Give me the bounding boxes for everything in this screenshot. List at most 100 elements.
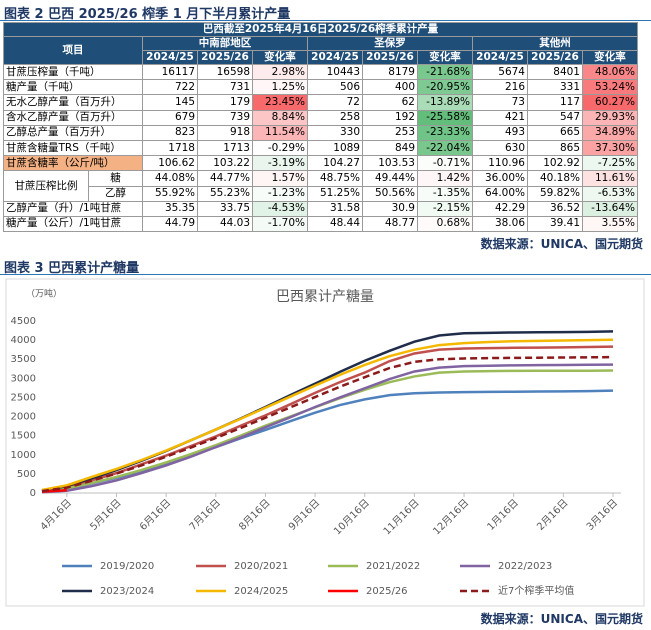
table-cell: 630 <box>472 139 528 157</box>
table-cell: 35.35 <box>142 200 198 217</box>
x-tick-label: 2月16日 <box>534 497 570 533</box>
table-cell: 11.54% <box>252 124 308 141</box>
y-tick-label: 1000 <box>11 450 36 461</box>
y-tick-label: 4000 <box>11 335 36 346</box>
y-tick-label: 1500 <box>11 431 36 442</box>
y-tick-label: 0 <box>30 488 36 499</box>
table-cell: 含水乙醇产量（百万升） <box>3 109 143 126</box>
table-cell: 73 <box>472 94 528 111</box>
table-cell: 44.79 <box>142 215 198 233</box>
source: 数据来源：UNICA、国元期货 <box>480 237 643 251</box>
y-tick-label: 2500 <box>11 392 36 403</box>
table-cell: 0.68% <box>417 215 473 233</box>
table-cell: 39.41 <box>527 215 583 233</box>
table-cell: -22.04% <box>417 139 473 157</box>
table-row: 甘蔗含糖量TRS（千吨） 1718 1713 -0.29% 1089 849 -22.04%… <box>3 139 638 157</box>
table-cell: 51.25% <box>307 185 363 202</box>
table-cell: 48.44 <box>307 215 363 233</box>
table-cell: 29.93% <box>582 109 638 126</box>
table-cell: 11.61% <box>582 170 638 187</box>
x-tick-label: 9月16日 <box>286 497 322 533</box>
series-line <box>41 355 614 493</box>
table-cell: 44.03 <box>197 215 253 233</box>
y-tick-label: 500 <box>17 469 36 480</box>
table-cell: -7.25% <box>582 155 638 172</box>
data-table: 巴西截至2025年4月16日2025/26榨季累计产量 项目 中南部地区 圣保罗 其他州… <box>3 22 638 233</box>
table-cell: 乙醇总产量（百万升） <box>3 124 143 141</box>
table-cell: 44.77% <box>197 170 253 187</box>
table-cell: 103.22 <box>197 155 253 172</box>
table-cell: 2.98% <box>252 63 308 81</box>
y-tick-label: 3000 <box>11 373 36 384</box>
table-cell: 2025/26 <box>197 50 253 65</box>
table-cell: 48.77 <box>362 215 418 233</box>
table-cell: 3.55% <box>582 215 638 233</box>
table-cell: 甘蔗压榨比例 <box>3 170 89 202</box>
table-row: 糖产量（公斤）/1吨甘蔗 44.79 44.03 -1.70% 48.44 48.77 0.… <box>3 215 638 233</box>
table-cell: 2024/25 <box>472 50 528 65</box>
legend-label: 2024/2025 <box>234 586 288 597</box>
table-cell: -1.70% <box>252 215 308 233</box>
table-cell: 中南部地区 <box>142 36 308 51</box>
table-cell: 44.08% <box>142 170 198 187</box>
table-cell: 变化率 <box>252 50 308 65</box>
table-cell: 31.58 <box>307 200 363 217</box>
legend-label: 2022/2023 <box>498 561 552 572</box>
table-cell: 2024/25 <box>307 50 363 65</box>
table-cell: 8179 <box>362 63 418 81</box>
x-tick-label: 5月16日 <box>88 497 124 533</box>
table-cell: 其他州 <box>472 36 638 51</box>
table-cell: 乙醇产量（升）/1吨甘蔗 <box>3 200 143 217</box>
table-cell: 55.23% <box>197 185 253 202</box>
x-tick-label: 12月16日 <box>431 497 472 538</box>
table-row: 无水乙醇产量（百万升） 145 179 23.45% 72 62 -13.89% 73 117 6… <box>3 94 638 111</box>
table-row: 乙醇 55.92% 55.23% -1.23% 51.25% 50.56% -1.35% 64… <box>4 185 638 202</box>
rule <box>0 20 651 21</box>
chart-frame <box>5 278 645 607</box>
table-row: 甘蔗压榨比例糖 44.08% 44.77% 1.57% 48.75% 49.44% 1.42… <box>3 170 638 202</box>
table-cell: 糖产量（公斤）/1吨甘蔗 <box>3 215 143 233</box>
table-cell: 50.56% <box>362 185 418 202</box>
table-cell: -0.71% <box>417 155 473 172</box>
table-row: 甘蔗压榨量（千吨） 16117 16598 2.98% 10443 8179 -21.68%… <box>3 63 638 81</box>
table-cell: 1.42% <box>417 170 473 187</box>
table-cell: -25.58% <box>417 109 473 126</box>
table-cell: -6.53% <box>582 185 638 202</box>
x-tick-label: 10月16日 <box>331 497 372 538</box>
table-cell: 253 <box>362 124 418 141</box>
chart-title: 巴西累计产糖量 <box>276 289 374 305</box>
table-row: 乙醇产量（升）/1吨甘蔗 35.35 33.75 -4.53% 31.58 30.9 -2.… <box>3 200 638 217</box>
x-tick-label: 4月16日 <box>38 497 74 533</box>
table-cell: 64.00% <box>472 185 528 202</box>
table-cell: -0.29% <box>252 139 308 157</box>
table-cell: 1713 <box>197 139 253 157</box>
figure-title: 图表 3 巴西累计产糖量 <box>4 261 140 276</box>
table-cell: 48.75% <box>307 170 363 187</box>
table-cell: 项目 <box>3 36 143 65</box>
table-cell: 1718 <box>142 139 198 157</box>
table-cell: -1.35% <box>417 185 473 202</box>
series-line <box>41 338 614 492</box>
rule <box>0 274 651 275</box>
table-cell: 38.06 <box>472 215 528 233</box>
y-tick-label: 3500 <box>11 354 36 365</box>
x-tick-label: 11月16日 <box>381 497 422 538</box>
table-cell: -2.15% <box>417 200 473 217</box>
x-tick-label: 7月16日 <box>187 497 223 533</box>
table-cell: -13.89% <box>417 94 473 111</box>
table-cell: 10443 <box>307 63 363 81</box>
legend-label: 2025/26 <box>366 586 408 597</box>
x-tick-label: 3月16日 <box>584 497 620 533</box>
table-cell: 16117 <box>142 63 198 81</box>
table-cell: 918 <box>197 124 253 141</box>
table-cell: 421 <box>472 109 528 126</box>
table-cell: -4.53% <box>252 200 308 217</box>
table-cell: 849 <box>362 139 418 157</box>
table-cell: 圣保罗 <box>307 36 473 51</box>
series-line <box>41 345 614 492</box>
legend-label: 2019/2020 <box>100 561 154 572</box>
table-cell: 823 <box>142 124 198 141</box>
table-cell: 8.84% <box>252 109 308 126</box>
